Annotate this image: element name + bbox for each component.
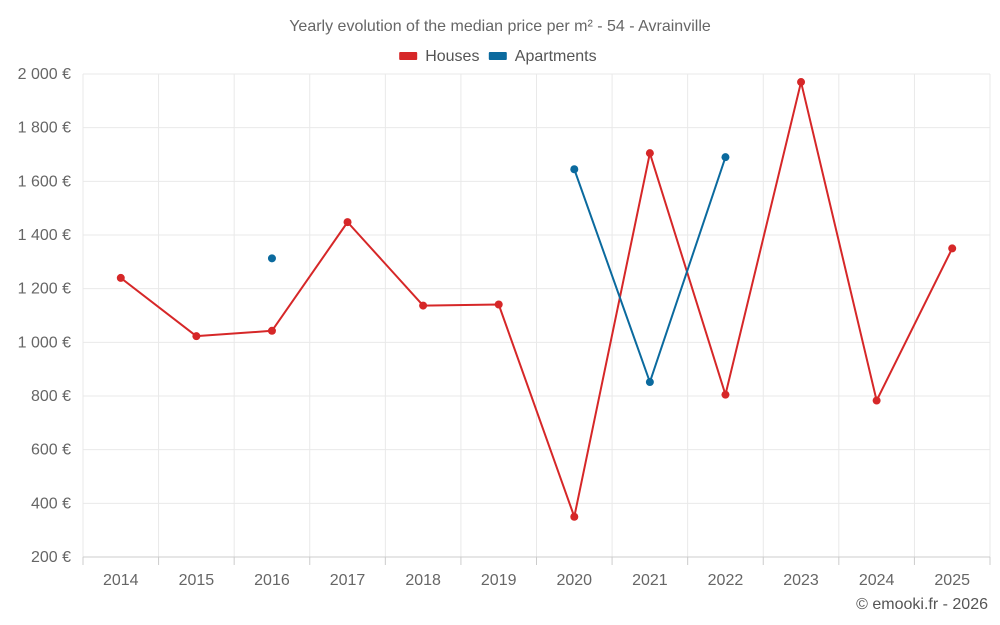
houses-point[interactable] [267,326,276,335]
houses-point[interactable] [721,390,730,399]
apartments-point[interactable] [267,254,276,263]
x-tick-label: 2017 [330,572,366,589]
y-tick-label: 200 € [31,549,71,566]
series-houses [116,78,957,521]
apartments-line [573,156,727,384]
x-tick-label: 2024 [859,572,895,589]
y-tick-label: 600 € [31,442,71,459]
legend-swatch-houses[interactable] [399,52,418,60]
houses-point[interactable] [419,301,428,310]
houses-point[interactable] [797,78,806,87]
houses-line [120,81,954,518]
y-tick-label: 1 200 € [18,281,71,298]
apartments-point[interactable] [645,378,654,387]
x-tick-label: 2021 [632,572,668,589]
chart-title: Yearly evolution of the median price per… [289,18,711,35]
credit: © emooki.fr - 2026 [856,596,988,613]
y-tick-label: 1 000 € [18,334,71,351]
y-tick-label: 2 000 € [18,66,71,83]
axes: 200 € 400 € 600 € 800 € 1 000 € 1 200 € 1 400 … [18,66,991,589]
legend-label-apartments[interactable]: Apartments [515,48,597,65]
y-tick-label: 400 € [31,495,71,512]
apartments-point[interactable] [721,153,730,162]
houses-point[interactable] [570,512,579,521]
y-tick-label: 1 800 € [18,120,71,137]
x-tick-label: 2015 [179,572,215,589]
grid [82,73,991,558]
x-tick-label: 2022 [708,572,744,589]
houses-point[interactable] [948,244,957,253]
houses-point[interactable] [645,149,654,158]
x-tick-label: 2019 [481,572,517,589]
y-tick-label: 1 600 € [18,173,71,190]
houses-point[interactable] [494,300,503,309]
houses-point[interactable] [116,273,125,282]
y-tick-label: 800 € [31,388,71,405]
series-layer [116,78,957,521]
legend-label-houses[interactable]: Houses [425,48,479,65]
apartments-point[interactable] [570,165,579,174]
x-tick-label: 2014 [103,572,139,589]
series-apartments [267,153,730,387]
x-tick-label: 2020 [556,572,592,589]
houses-point[interactable] [872,396,881,405]
x-tick-label: 2023 [783,572,819,589]
legend: Houses Apartments [399,48,597,65]
legend-swatch-apartments[interactable] [488,52,507,60]
y-tick-label: 1 400 € [18,227,71,244]
houses-point[interactable] [343,218,352,227]
x-tick-label: 2025 [934,572,970,589]
x-tick-label: 2018 [405,572,441,589]
x-tick-label: 2016 [254,572,290,589]
houses-point[interactable] [192,332,201,341]
